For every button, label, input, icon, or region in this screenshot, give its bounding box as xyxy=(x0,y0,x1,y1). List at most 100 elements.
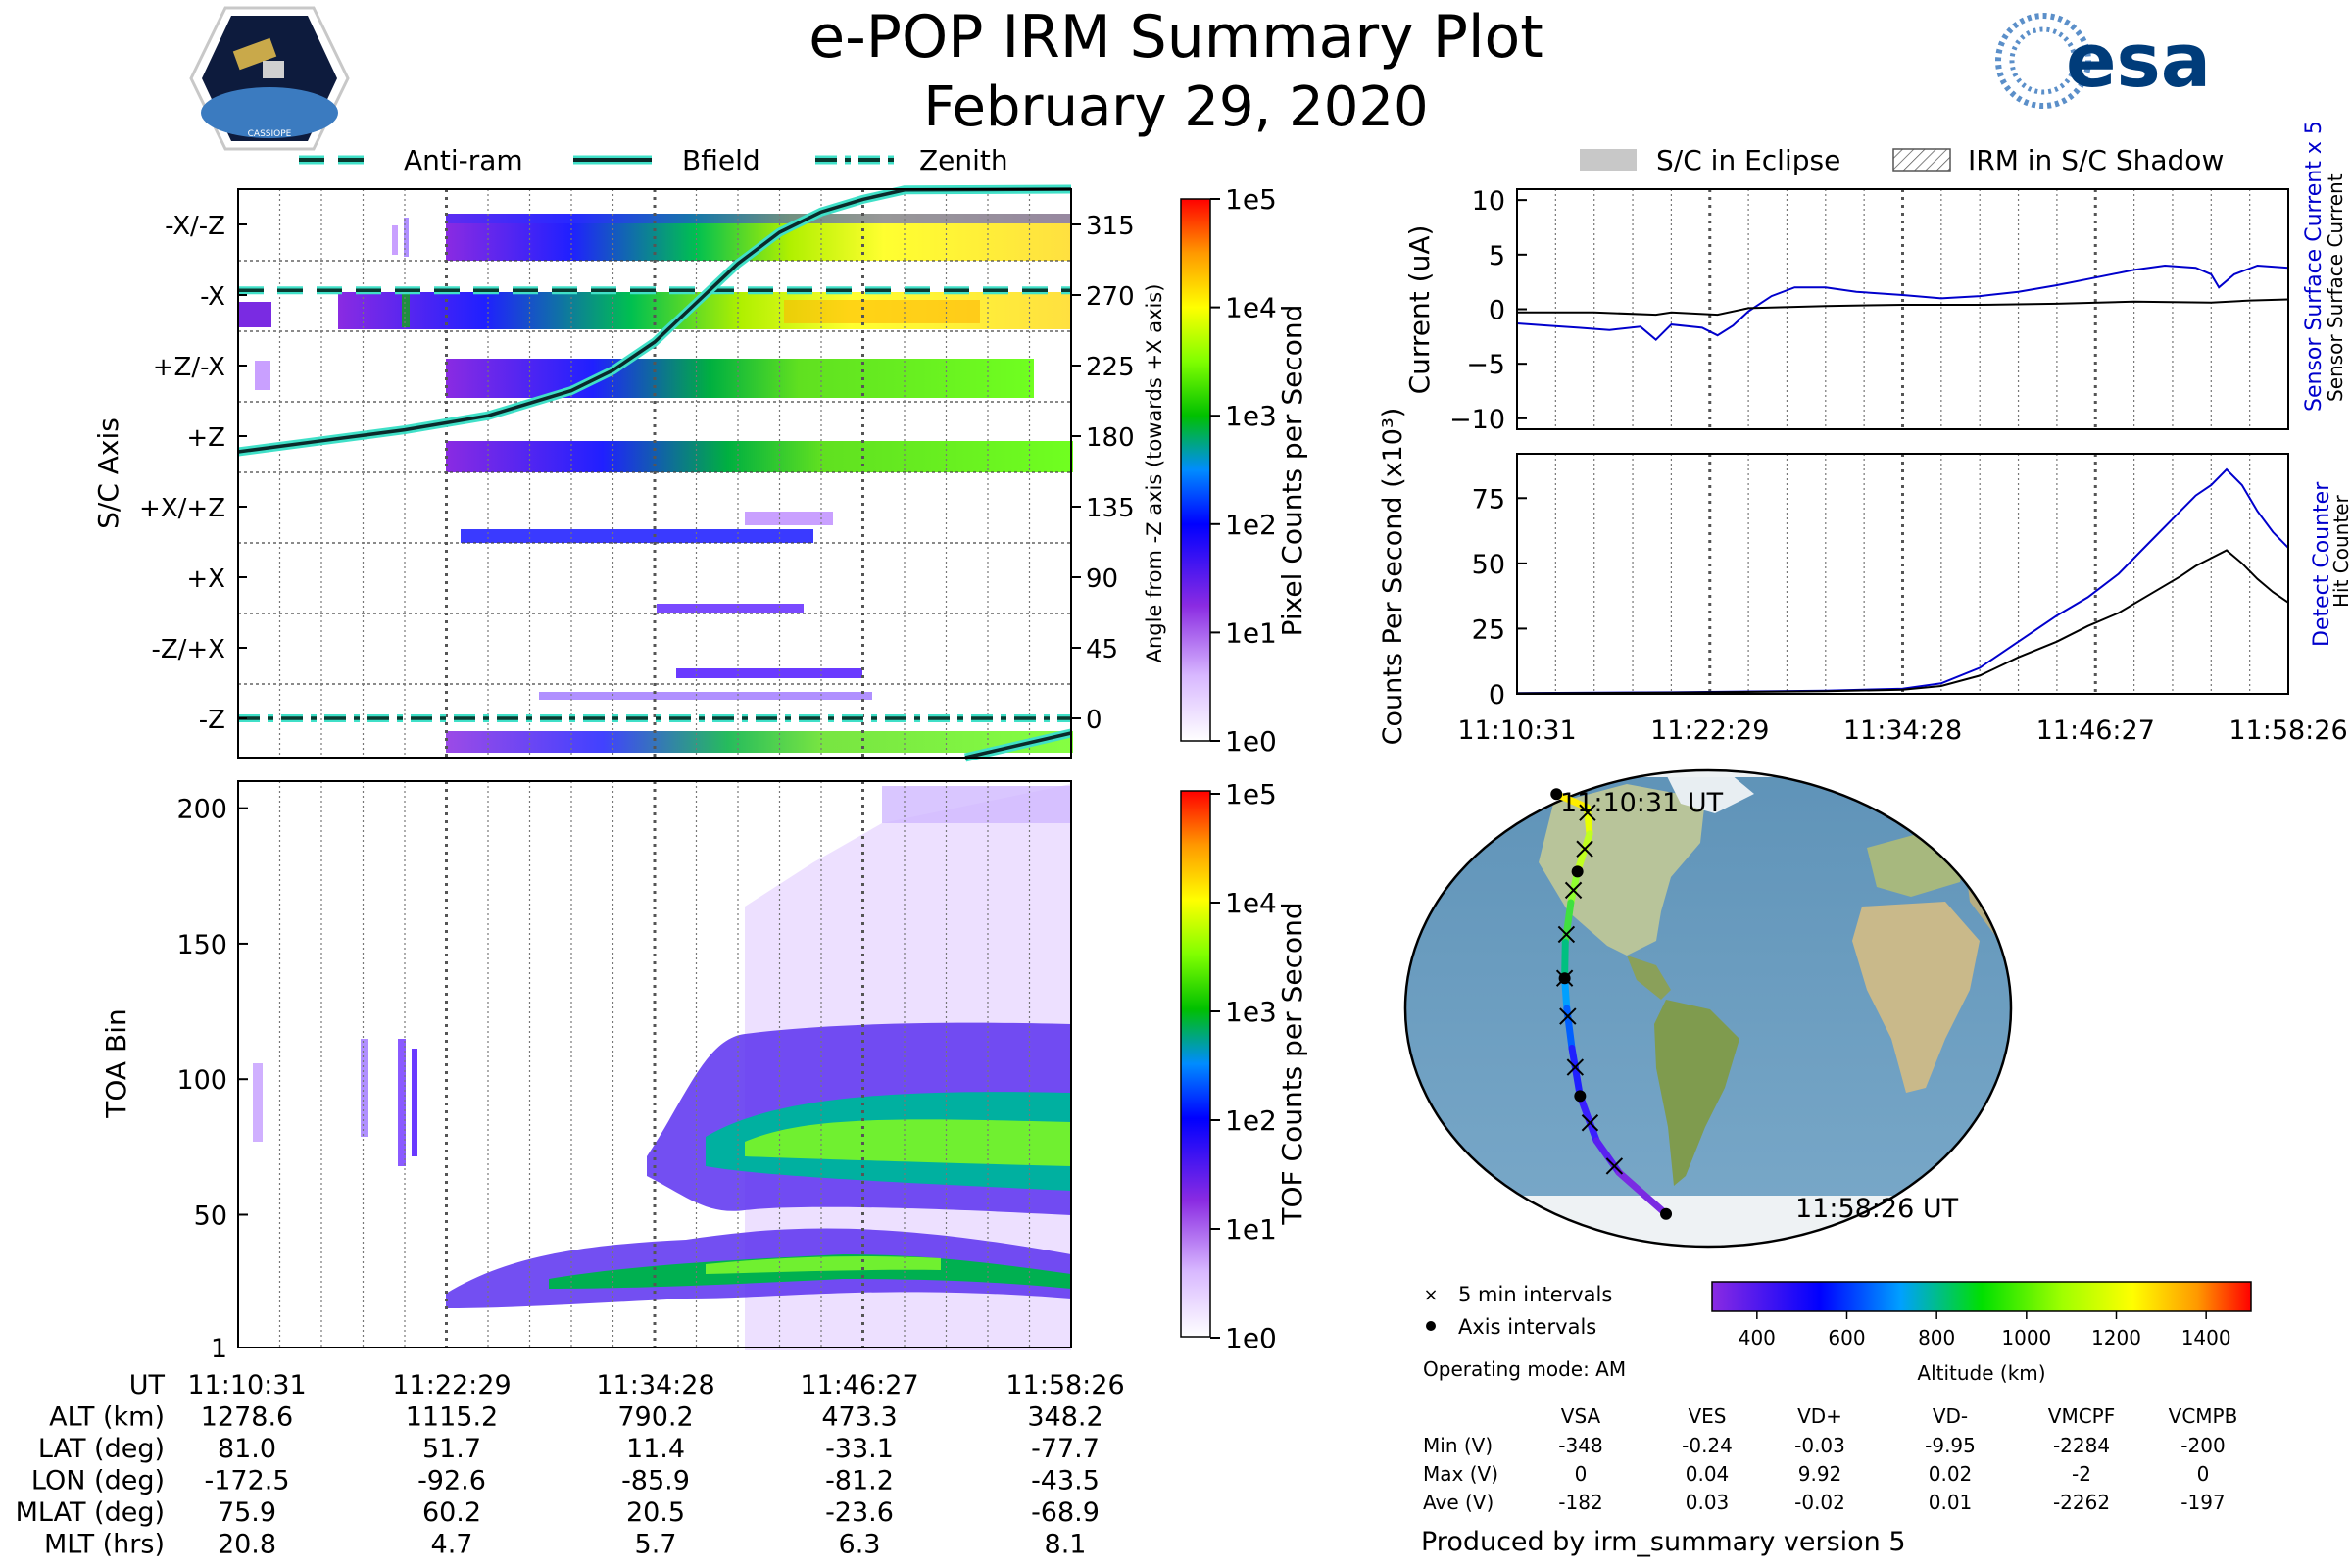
sc-axis-frame xyxy=(237,188,1072,759)
axis-interval-dot xyxy=(1660,1207,1673,1220)
ephemeris-row-label: LON (deg) xyxy=(31,1466,165,1496)
angle-tick-label: 90 xyxy=(1086,564,1118,594)
altitude-tick-label: 1400 xyxy=(2181,1326,2231,1349)
voltage-cell: -2284 xyxy=(2053,1434,2110,1457)
sporadic-emission xyxy=(404,218,409,257)
toa-sporadic xyxy=(398,1039,406,1166)
sensor-current-x5-label: Sensor Surface Current x 5 xyxy=(2302,121,2327,412)
voltage-cell: -0.02 xyxy=(1794,1491,1845,1514)
axis-interval-label: Axis intervals xyxy=(1458,1315,1596,1339)
bfield-line xyxy=(237,187,1072,454)
ground-track-segment xyxy=(1561,939,1569,982)
colorbar-tick-label: 1e3 xyxy=(1225,400,1277,432)
legend-shadow-label: IRM in S/C Shadow xyxy=(1968,144,2224,176)
ephemeris-cell: 790.2 xyxy=(617,1402,693,1433)
ephemeris-cell: 1278.6 xyxy=(201,1402,293,1433)
toa-time-gridlines xyxy=(278,781,1031,1348)
voltage-cell: -2262 xyxy=(2053,1491,2110,1514)
ephemeris-cell: -77.7 xyxy=(1031,1434,1100,1464)
esa-logo-text: esa xyxy=(2066,17,2211,104)
land-australia xyxy=(2082,1054,2161,1117)
altitude-tick-label: 800 xyxy=(1918,1326,1955,1349)
current-y-tick-label: 0 xyxy=(1489,296,1505,326)
toa-y-tick-label: 200 xyxy=(176,795,227,825)
page-date: February 29, 2020 xyxy=(923,75,1428,139)
counts-y-tick-label: 0 xyxy=(1489,680,1505,710)
sensor-current-label: Sensor Surface Current xyxy=(2324,173,2347,402)
voltage-cell: 0.03 xyxy=(1686,1491,1730,1514)
counts-x-tick-label: 11:46:27 xyxy=(2036,715,2155,746)
toa-sporadic xyxy=(361,1039,368,1137)
ephemeris-cell: -68.9 xyxy=(1031,1497,1100,1528)
angle-tick-label: 135 xyxy=(1086,494,1135,523)
current-y-ticks: 10 5 0 −5 −10 xyxy=(1449,186,1527,435)
ground-track-segment xyxy=(1615,1168,1670,1218)
legend-bfield-label: Bfield xyxy=(682,144,760,176)
map-legend: × 5 min intervals Axis intervals Operati… xyxy=(1423,1283,1626,1381)
operating-mode: Operating mode: AM xyxy=(1423,1357,1626,1381)
voltage-cell: 0 xyxy=(2197,1462,2210,1486)
sc-axis-time-gridlines xyxy=(278,189,1031,758)
sc-axis-category-label: +Z/-X xyxy=(153,353,225,382)
ephemeris-cell: 348.2 xyxy=(1027,1402,1102,1433)
counts-x-tick-label: 11:10:31 xyxy=(1457,715,1576,746)
ephemeris-cell: -81.2 xyxy=(825,1466,894,1496)
sensor-current-x5-line xyxy=(1516,264,2289,342)
colorbar-tick-label: 1e2 xyxy=(1225,1104,1277,1137)
legend-eclipse-swatch xyxy=(1580,149,1637,171)
colorbar-tick-label: 1e0 xyxy=(1225,1322,1277,1354)
sc-axis-reference-lines xyxy=(237,184,1073,762)
counts-series xyxy=(1516,467,2289,695)
angle-tick-label: 315 xyxy=(1086,212,1135,241)
colorbar-tick-label: 1e4 xyxy=(1225,292,1277,324)
ephemeris-cell: 5.7 xyxy=(635,1530,677,1560)
counts-ylabel: Counts Per Second (x10³) xyxy=(1378,408,1408,746)
mission-logo: CASSIOPE xyxy=(189,6,350,151)
track-start-label: 11:10:31 UT xyxy=(1560,788,1724,818)
counts-y-tick-label: 25 xyxy=(1472,614,1505,645)
counts-frame xyxy=(1516,453,2289,695)
toa-y-ticks: 200 150 100 50 1 xyxy=(176,795,248,1364)
colorbar-tick-label: 1e5 xyxy=(1225,183,1277,216)
toa-heatmap xyxy=(253,784,1071,1350)
sc-axis-category-label: +X xyxy=(186,564,225,594)
axis-interval-marker xyxy=(1426,1321,1436,1331)
land-india xyxy=(2019,941,2048,990)
band-z-minus-x-left xyxy=(255,361,270,390)
ephemeris-cell: -33.1 xyxy=(825,1434,894,1464)
current-y-tick-label: 10 xyxy=(1472,186,1505,217)
toa-frame xyxy=(237,780,1072,1348)
ephemeris-cell: 1115.2 xyxy=(406,1402,498,1433)
ephemeris-cell: -172.5 xyxy=(204,1466,289,1496)
sc-axis-category-label: -Z xyxy=(199,706,225,735)
current-y-tick-label: −5 xyxy=(1466,350,1505,380)
legend-top: Anti-ram Bfield Zenith xyxy=(299,144,1008,176)
axis-interval-dot xyxy=(1574,1090,1587,1102)
ephemeris-cell: 11.4 xyxy=(626,1434,685,1464)
hit-counter-line xyxy=(1516,549,2289,695)
current-y-tick-label: 5 xyxy=(1489,241,1505,271)
land-central-america xyxy=(1627,956,1671,1000)
ephemeris-row-label: LAT (deg) xyxy=(38,1434,165,1464)
ephemeris-cell: 51.7 xyxy=(422,1434,481,1464)
voltage-cell: -0.24 xyxy=(1682,1434,1733,1457)
colorbar-tick-label: 1e5 xyxy=(1225,778,1277,810)
toa-lower-band-peak xyxy=(706,1256,941,1274)
toa-y-tick-label: 1 xyxy=(211,1334,227,1364)
sc-axis-panel: -X/-Z -X +Z/-X +Z +X/+Z +X -Z/+X -Z 315 270 225 18… xyxy=(92,183,1308,762)
ephemeris-cell: 81.0 xyxy=(218,1434,276,1464)
counts-panel: 75 50 25 0 11:10:31 11:22:29 11:34:28 11:46:27… xyxy=(1378,408,2352,746)
current-panel: 10 5 0 −5 −10 Current (uA) Sensor Surface Cu… xyxy=(1403,121,2347,435)
counts-time-gridlines xyxy=(1554,454,2251,694)
colorbar-tick-label: 1e0 xyxy=(1225,725,1277,758)
current-ylabel: Current (uA) xyxy=(1403,225,1436,395)
legend-shadow-swatch xyxy=(1892,148,1951,172)
band-minus-x-hot xyxy=(784,300,980,323)
sc-axis-category-label: -Z/+X xyxy=(151,635,225,664)
voltage-header: VCMPB xyxy=(2169,1404,2238,1428)
voltage-cell: 9.92 xyxy=(1798,1462,1842,1486)
sc-axis-category-label: -X/-Z xyxy=(165,212,225,241)
ephemeris-cell: 20.5 xyxy=(626,1497,685,1528)
ephemeris-cell: -92.6 xyxy=(417,1466,486,1496)
